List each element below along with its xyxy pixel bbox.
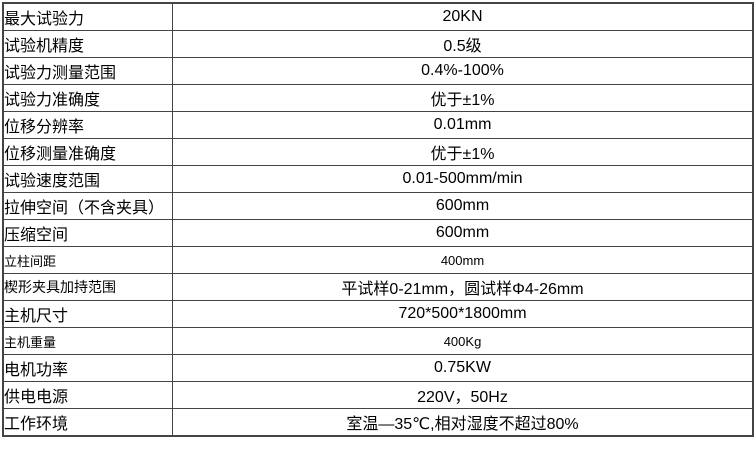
spec-label: 试验力准确度	[2, 84, 173, 112]
table-row: 拉伸空间（不含夹具） 600mm	[2, 192, 754, 220]
spec-value: 0.01mm	[172, 111, 754, 139]
table-row: 试验力测量范围 0.4%-100%	[2, 57, 754, 85]
spec-value: 优于±1%	[172, 84, 754, 112]
table-row: 电机功率 0.75KW	[2, 354, 754, 382]
spec-label: 主机重量	[2, 327, 173, 355]
spec-label: 位移分辨率	[2, 111, 173, 139]
table-row: 压缩空间 600mm	[2, 219, 754, 247]
spec-value: 720*500*1800mm	[172, 300, 754, 328]
table-row: 供电电源 220V，50Hz	[2, 381, 754, 409]
spec-value: 400mm	[172, 246, 754, 274]
spec-table-body: 最大试验力 20KN 试验机精度 0.5级 试验力测量范围 0.4%-100% 试验力准确度…	[2, 2, 754, 437]
spec-label: 供电电源	[2, 381, 173, 409]
table-row: 主机尺寸 720*500*1800mm	[2, 300, 754, 328]
spec-value: 室温—35℃,相对湿度不超过80%	[172, 408, 754, 437]
table-row: 试验速度范围 0.01-500mm/min	[2, 165, 754, 193]
spec-label: 压缩空间	[2, 219, 173, 247]
spec-label: 试验速度范围	[2, 165, 173, 193]
table-row: 工作环境 室温—35℃,相对湿度不超过80%	[2, 408, 754, 437]
spec-label: 试验力测量范围	[2, 57, 173, 85]
table-row: 试验力准确度 优于±1%	[2, 84, 754, 112]
spec-value: 平试样0-21mm，圆试样Φ4-26mm	[172, 273, 754, 301]
table-row: 位移分辨率 0.01mm	[2, 111, 754, 139]
spec-value: 0.75KW	[172, 354, 754, 382]
spec-value: 600mm	[172, 219, 754, 247]
spec-value: 0.5级	[172, 30, 754, 58]
table-row: 主机重量 400Kg	[2, 327, 754, 355]
spec-label: 主机尺寸	[2, 300, 173, 328]
spec-label: 工作环境	[2, 408, 173, 437]
spec-label: 电机功率	[2, 354, 173, 382]
table-row: 位移测量准确度 优于±1%	[2, 138, 754, 166]
spec-label: 立柱间距	[2, 246, 173, 274]
spec-value: 20KN	[172, 2, 754, 31]
spec-value: 优于±1%	[172, 138, 754, 166]
spec-value: 220V，50Hz	[172, 381, 754, 409]
table-row: 楔形夹具加持范围 平试样0-21mm，圆试样Φ4-26mm	[2, 273, 754, 301]
spec-value: 0.4%-100%	[172, 57, 754, 85]
spec-label: 楔形夹具加持范围	[2, 273, 173, 301]
spec-label: 位移测量准确度	[2, 138, 173, 166]
spec-value: 600mm	[172, 192, 754, 220]
spec-value: 400Kg	[172, 327, 754, 355]
table-row: 试验机精度 0.5级	[2, 30, 754, 58]
spec-label: 试验机精度	[2, 30, 173, 58]
spec-value: 0.01-500mm/min	[172, 165, 754, 193]
table-row: 最大试验力 20KN	[2, 2, 754, 31]
spec-label: 拉伸空间（不含夹具）	[2, 192, 173, 220]
specification-table: 最大试验力 20KN 试验机精度 0.5级 试验力测量范围 0.4%-100% 试验力准确度…	[2, 2, 754, 437]
spec-label: 最大试验力	[2, 2, 173, 31]
table-row: 立柱间距 400mm	[2, 246, 754, 274]
